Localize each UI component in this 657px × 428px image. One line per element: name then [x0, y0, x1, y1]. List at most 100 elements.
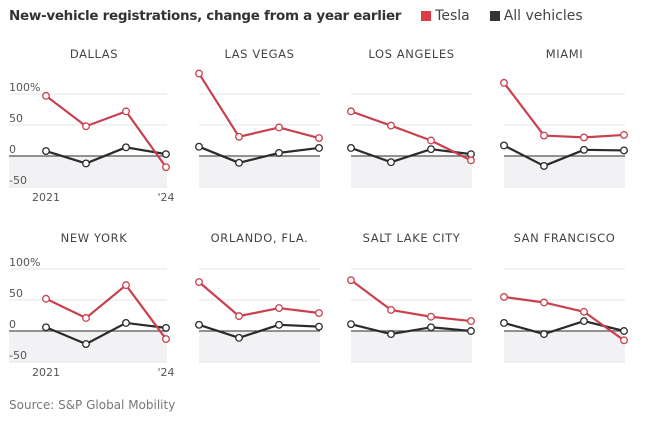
point-tesla-miami [580, 133, 588, 142]
line-tesla-san-francisco [503, 295, 625, 342]
point-tesla-salt-lake-city [467, 317, 475, 326]
point-tesla-los-angeles [427, 136, 435, 145]
line-tesla-new-york [45, 284, 167, 340]
line-all-vehicles-los-angeles [350, 146, 472, 164]
legend-swatch-tesla [421, 11, 432, 21]
point-all-vehicles-miami [540, 161, 548, 170]
x-tick-label: '24 [157, 191, 174, 204]
legend-item-all-vehicles: All vehicles [489, 8, 583, 24]
point-tesla-las-vegas [195, 69, 203, 78]
point-tesla-dallas [82, 122, 90, 131]
point-all-vehicles-miami [500, 141, 508, 150]
point-tesla-orlando-fla [275, 304, 283, 313]
negative-region-las-vegas [199, 156, 320, 187]
y-tick-label: 50 [9, 112, 23, 125]
point-all-vehicles-san-francisco [540, 330, 548, 339]
point-tesla-san-francisco [620, 336, 628, 345]
point-all-vehicles-san-francisco [580, 317, 588, 326]
point-all-vehicles-salt-lake-city [347, 320, 355, 329]
line-tesla-dallas [45, 94, 167, 168]
point-tesla-las-vegas [235, 132, 243, 141]
point-tesla-san-francisco [580, 307, 588, 316]
point-tesla-orlando-fla [235, 312, 243, 321]
point-all-vehicles-salt-lake-city [427, 323, 435, 332]
panel-title-miami: MIAMI [546, 47, 584, 61]
point-all-vehicles-salt-lake-city [467, 327, 475, 335]
point-tesla-miami [620, 130, 628, 139]
point-all-vehicles-dallas [82, 159, 90, 168]
point-all-vehicles-new-york [42, 323, 50, 332]
panel-title-salt-lake-city: SALT LAKE CITY [363, 231, 461, 245]
line-all-vehicles-las-vegas [198, 145, 320, 164]
point-all-vehicles-las-vegas [315, 143, 323, 152]
y-tick-label: 0 [9, 143, 16, 156]
point-tesla-new-york [42, 294, 50, 303]
chart-header: New-vehicle registrations, change from a… [9, 8, 583, 24]
point-tesla-new-york [122, 281, 130, 290]
legend-swatch-all-vehicles [489, 11, 500, 21]
x-tick-label: 2021 [32, 191, 60, 204]
point-tesla-new-york [82, 314, 90, 322]
point-tesla-dallas [162, 163, 170, 172]
negative-region-los-angeles [351, 156, 472, 187]
point-all-vehicles-san-francisco [500, 318, 508, 327]
y-tick-label: 100% [9, 81, 40, 94]
point-all-vehicles-los-angeles [427, 145, 435, 154]
point-all-vehicles-orlando-fla [275, 320, 283, 329]
line-all-vehicles-miami [503, 144, 625, 168]
panel-title-orlando-fla: ORLANDO, FLA. [211, 231, 309, 245]
point-all-vehicles-las-vegas [275, 148, 283, 157]
point-all-vehicles-san-francisco [620, 327, 628, 335]
line-all-vehicles-dallas [45, 146, 167, 165]
point-all-vehicles-orlando-fla [235, 333, 243, 342]
y-tick-label: -50 [9, 174, 27, 187]
point-tesla-salt-lake-city [427, 312, 435, 321]
line-tesla-los-angeles [350, 110, 472, 162]
point-tesla-los-angeles [467, 156, 475, 165]
y-tick-label: 0 [9, 318, 16, 331]
point-all-vehicles-orlando-fla [195, 320, 203, 329]
point-tesla-san-francisco [540, 298, 548, 307]
point-all-vehicles-dallas [42, 147, 50, 155]
point-tesla-new-york [162, 335, 170, 344]
legend-label-tesla: Tesla [435, 8, 470, 24]
negative-region-san-francisco [504, 331, 625, 362]
line-tesla-salt-lake-city [350, 279, 472, 323]
point-all-vehicles-salt-lake-city [387, 330, 395, 339]
line-all-vehicles-orlando-fla [198, 323, 320, 339]
line-tesla-miami [503, 82, 625, 139]
negative-region-orlando-fla [199, 331, 320, 362]
point-all-vehicles-las-vegas [235, 158, 243, 167]
panel-title-dallas: DALLAS [70, 47, 118, 61]
legend-label-all-vehicles: All vehicles [503, 8, 583, 24]
y-tick-label: 100% [9, 256, 40, 269]
point-tesla-salt-lake-city [347, 276, 355, 285]
point-tesla-los-angeles [387, 121, 395, 130]
line-tesla-las-vegas [198, 72, 320, 140]
panel-title-new-york: NEW YORK [61, 231, 128, 245]
point-all-vehicles-miami [580, 145, 588, 154]
y-tick-label: -50 [9, 349, 27, 362]
point-tesla-orlando-fla [195, 278, 203, 286]
point-tesla-miami [500, 78, 508, 87]
point-all-vehicles-los-angeles [347, 143, 355, 152]
point-tesla-miami [540, 131, 548, 140]
point-all-vehicles-new-york [122, 318, 130, 327]
point-tesla-los-angeles [347, 107, 355, 116]
negative-region-salt-lake-city [351, 331, 472, 362]
point-all-vehicles-dallas [162, 150, 170, 159]
panel-title-los-angeles: LOS ANGELES [368, 47, 454, 61]
y-tick-label: 50 [9, 287, 23, 300]
point-tesla-dallas [42, 91, 50, 100]
point-all-vehicles-los-angeles [387, 158, 395, 167]
point-tesla-orlando-fla [315, 309, 323, 317]
legend-item-tesla: Tesla [421, 8, 470, 24]
source-note: Source: S&P Global Mobility [9, 398, 176, 412]
chart-title: New-vehicle registrations, change from a… [9, 8, 402, 24]
point-all-vehicles-miami [620, 146, 628, 155]
line-all-vehicles-new-york [45, 321, 167, 346]
point-tesla-dallas [122, 107, 130, 116]
line-all-vehicles-salt-lake-city [350, 323, 472, 336]
point-all-vehicles-new-york [82, 340, 90, 348]
